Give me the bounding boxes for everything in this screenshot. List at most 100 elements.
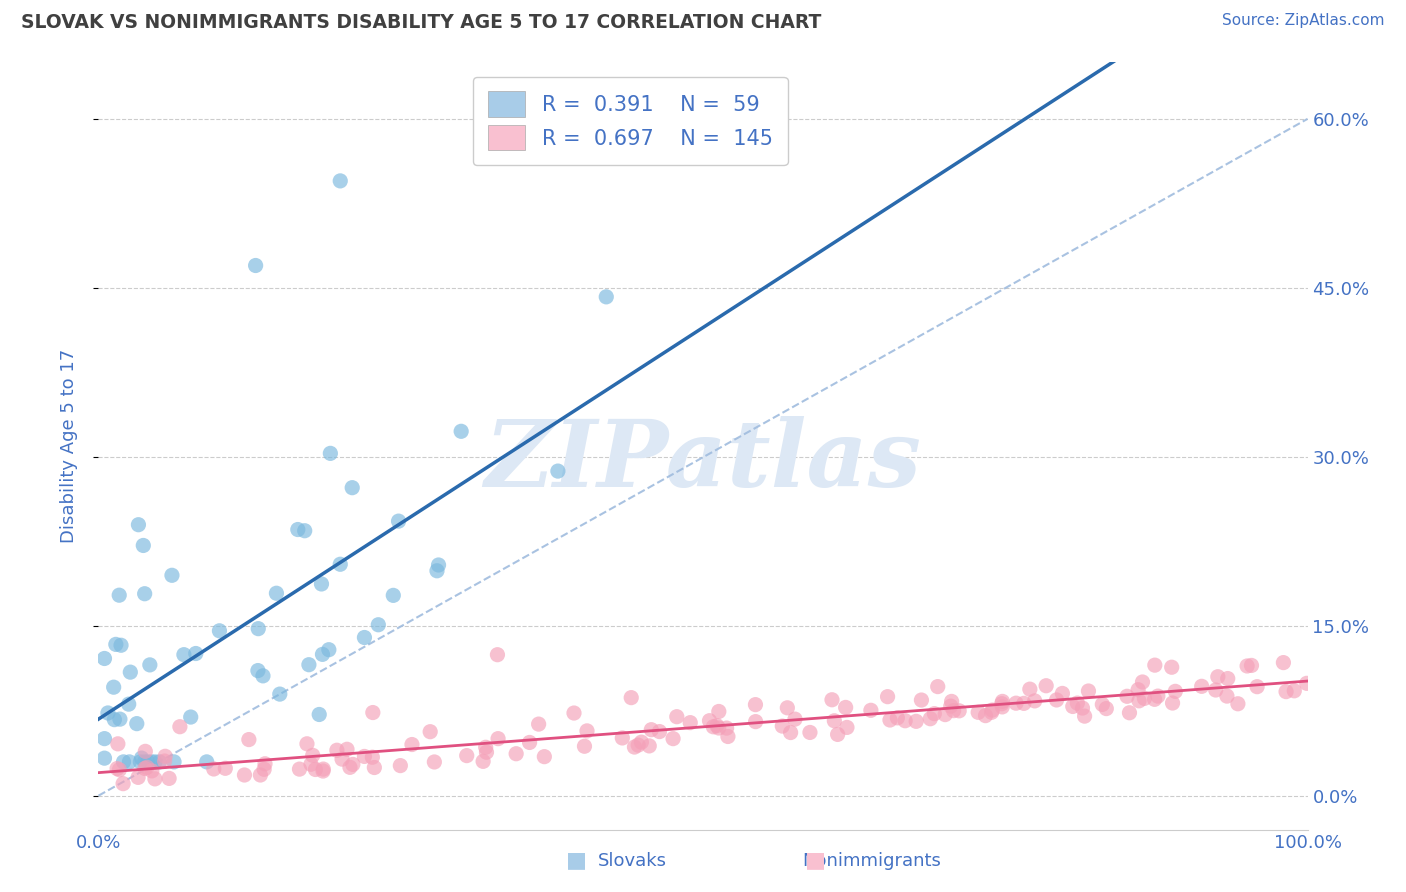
- Point: [136, 760, 159, 774]
- Point: [311, 577, 333, 591]
- Point: [266, 586, 288, 600]
- Point: [1206, 670, 1229, 684]
- Point: [288, 762, 311, 776]
- Legend: R =  0.391    N =  59, R =  0.697    N =  145: R = 0.391 N = 59, R = 0.697 N = 145: [474, 77, 787, 165]
- Point: [427, 558, 450, 572]
- Text: ZIPatlas: ZIPatlas: [485, 417, 921, 507]
- Point: [1062, 699, 1084, 714]
- Point: [717, 730, 740, 744]
- Point: [821, 692, 844, 706]
- Point: [195, 755, 218, 769]
- Point: [905, 714, 928, 729]
- Point: [1073, 709, 1095, 723]
- Point: [361, 706, 384, 720]
- Point: [702, 720, 724, 734]
- Point: [1118, 706, 1140, 720]
- Point: [330, 752, 353, 766]
- Point: [312, 764, 335, 778]
- Point: [287, 523, 309, 537]
- Point: [648, 724, 671, 739]
- Point: [389, 758, 412, 772]
- Point: [886, 711, 908, 725]
- Point: [382, 588, 405, 602]
- Point: [665, 709, 688, 723]
- Point: [214, 761, 236, 775]
- Point: [505, 747, 527, 761]
- Point: [107, 737, 129, 751]
- Point: [1012, 697, 1035, 711]
- Point: [312, 762, 335, 776]
- Point: [329, 174, 352, 188]
- Point: [823, 714, 845, 728]
- Text: Slovaks: Slovaks: [598, 852, 668, 870]
- Point: [1147, 689, 1170, 703]
- Point: [927, 680, 949, 694]
- Point: [1272, 656, 1295, 670]
- Point: [180, 710, 202, 724]
- Point: [110, 638, 132, 652]
- Point: [574, 739, 596, 754]
- Point: [148, 755, 170, 769]
- Point: [108, 588, 131, 602]
- Point: [1071, 701, 1094, 715]
- Point: [894, 714, 917, 728]
- Point: [910, 693, 932, 707]
- Point: [879, 713, 901, 727]
- Point: [163, 755, 186, 769]
- Point: [253, 762, 276, 776]
- Point: [295, 737, 318, 751]
- Point: [1161, 696, 1184, 710]
- Point: [779, 725, 801, 739]
- Point: [401, 738, 423, 752]
- Point: [202, 762, 225, 776]
- Point: [1133, 691, 1156, 706]
- Point: [1143, 692, 1166, 706]
- Point: [326, 743, 349, 757]
- Point: [129, 755, 152, 769]
- Text: Source: ZipAtlas.com: Source: ZipAtlas.com: [1222, 13, 1385, 29]
- Point: [108, 712, 131, 726]
- Point: [361, 750, 384, 764]
- Point: [342, 757, 364, 772]
- Point: [1275, 684, 1298, 698]
- Point: [744, 714, 766, 729]
- Point: [827, 727, 849, 741]
- Point: [93, 731, 115, 746]
- Point: [136, 755, 159, 769]
- Point: [269, 687, 291, 701]
- Point: [744, 698, 766, 712]
- Point: [1045, 693, 1067, 707]
- Point: [980, 706, 1002, 720]
- Point: [562, 706, 585, 720]
- Point: [118, 755, 141, 769]
- Point: [876, 690, 898, 704]
- Point: [134, 761, 156, 775]
- Point: [426, 564, 449, 578]
- Point: [329, 558, 352, 572]
- Point: [387, 514, 409, 528]
- Point: [981, 703, 1004, 717]
- Point: [486, 648, 509, 662]
- Point: [1128, 694, 1150, 708]
- Point: [456, 748, 478, 763]
- Point: [294, 524, 316, 538]
- Point: [423, 755, 446, 769]
- Point: [419, 724, 441, 739]
- Point: [245, 259, 267, 273]
- Point: [1164, 684, 1187, 698]
- Point: [942, 704, 965, 718]
- Point: [105, 762, 128, 776]
- Point: [1295, 676, 1317, 690]
- Point: [640, 723, 662, 737]
- Point: [595, 290, 617, 304]
- Point: [120, 665, 142, 680]
- Point: [141, 755, 163, 769]
- Point: [1246, 680, 1268, 694]
- Point: [157, 772, 180, 786]
- Point: [1216, 672, 1239, 686]
- Point: [547, 464, 569, 478]
- Point: [974, 708, 997, 723]
- Point: [576, 723, 599, 738]
- Point: [112, 777, 135, 791]
- Point: [1018, 682, 1040, 697]
